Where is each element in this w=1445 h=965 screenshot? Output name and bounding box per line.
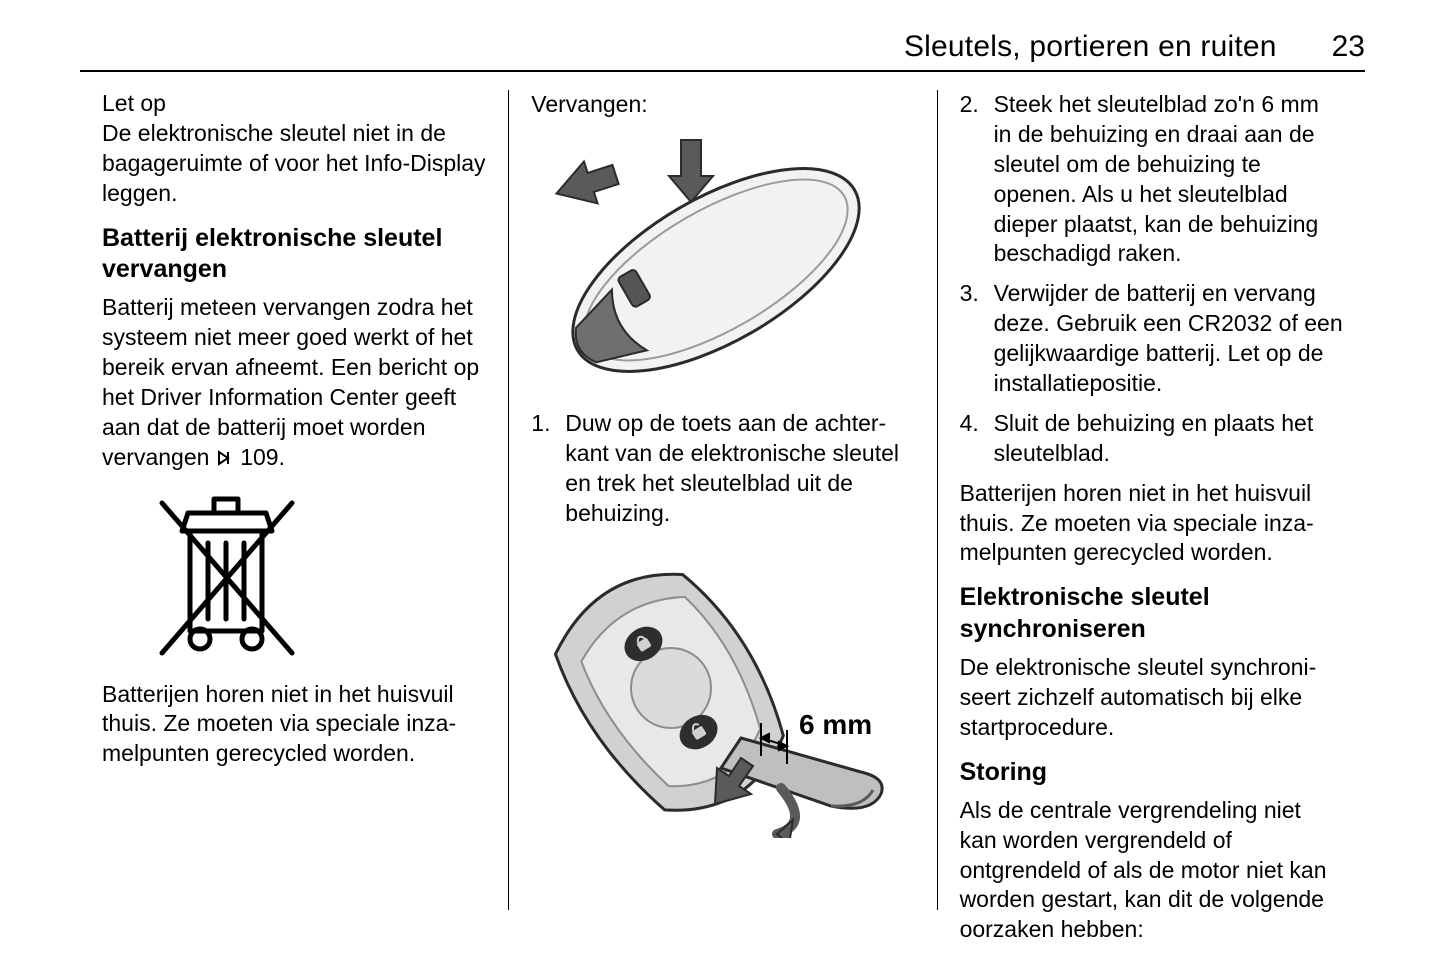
step-3: Verwijder de batterij en vervang deze. G… xyxy=(960,279,1343,399)
header-title: Sleutels, portieren en ruiten xyxy=(904,30,1277,64)
paragraph-recycle-2: Batterijen horen niet in het huisvuil th… xyxy=(960,479,1343,569)
heading-fault: Storing xyxy=(960,757,1343,788)
key-back-svg xyxy=(531,130,901,390)
paragraph-fault: Als de centrale vergrendeling niet kan w… xyxy=(960,796,1343,945)
steps-list-part2: Steek het sleutelblad zo'n 6 mm in de be… xyxy=(960,90,1343,469)
caution-text: De elektronische sleutel niet in de baga… xyxy=(102,119,486,209)
paragraph-text-a: Batterij meteen vervangen zodra het syst… xyxy=(102,294,479,469)
column-2: Vervangen: xyxy=(508,90,936,910)
caution-label: Let op xyxy=(102,90,486,117)
page: Sleutels, portieren en ruiten 23 Let op … xyxy=(0,0,1445,965)
crossed-bin-icon xyxy=(142,483,312,663)
heading-sync: Elektronische sleutel synchroniseren xyxy=(960,582,1343,645)
figure-key-back xyxy=(531,130,914,395)
step-1: Duw op de toets aan de achter­kant van d… xyxy=(531,409,914,529)
paragraph-recycle-1: Batterijen horen niet in het huisvuil th… xyxy=(102,680,486,770)
key-front-svg: 6 mm xyxy=(531,538,901,838)
page-header: Sleutels, portieren en ruiten 23 xyxy=(80,30,1365,72)
step-2: Steek het sleutelblad zo'n 6 mm in de be… xyxy=(960,90,1343,269)
paragraph-battery-replace: Batterij meteen vervangen zodra het syst… xyxy=(102,293,486,472)
page-ref-icon xyxy=(216,443,234,473)
no-dispose-bin-figure xyxy=(102,483,486,668)
column-1: Let op De elektronische sleutel niet in … xyxy=(80,90,508,910)
dimension-label: 6 mm xyxy=(799,709,872,740)
page-ref-number: 109 xyxy=(240,444,278,470)
steps-list-part1: Duw op de toets aan de achter­kant van d… xyxy=(531,409,914,529)
step-4: Sluit de behuizing en plaats het sleutel… xyxy=(960,409,1343,469)
paragraph-text-b: . xyxy=(279,444,285,470)
column-3: Steek het sleutelblad zo'n 6 mm in de be… xyxy=(937,90,1365,910)
header-page-number: 23 xyxy=(1332,30,1365,64)
figure-key-front: 6 mm xyxy=(531,538,914,843)
paragraph-sync: De elektronische sleutel synchroni­seert… xyxy=(960,653,1343,743)
heading-battery-replace: Batterij elektronische sleutel vervangen xyxy=(102,223,486,286)
columns: Let op De elektronische sleutel niet in … xyxy=(80,90,1365,910)
lead-vervangen: Vervangen: xyxy=(531,90,914,120)
